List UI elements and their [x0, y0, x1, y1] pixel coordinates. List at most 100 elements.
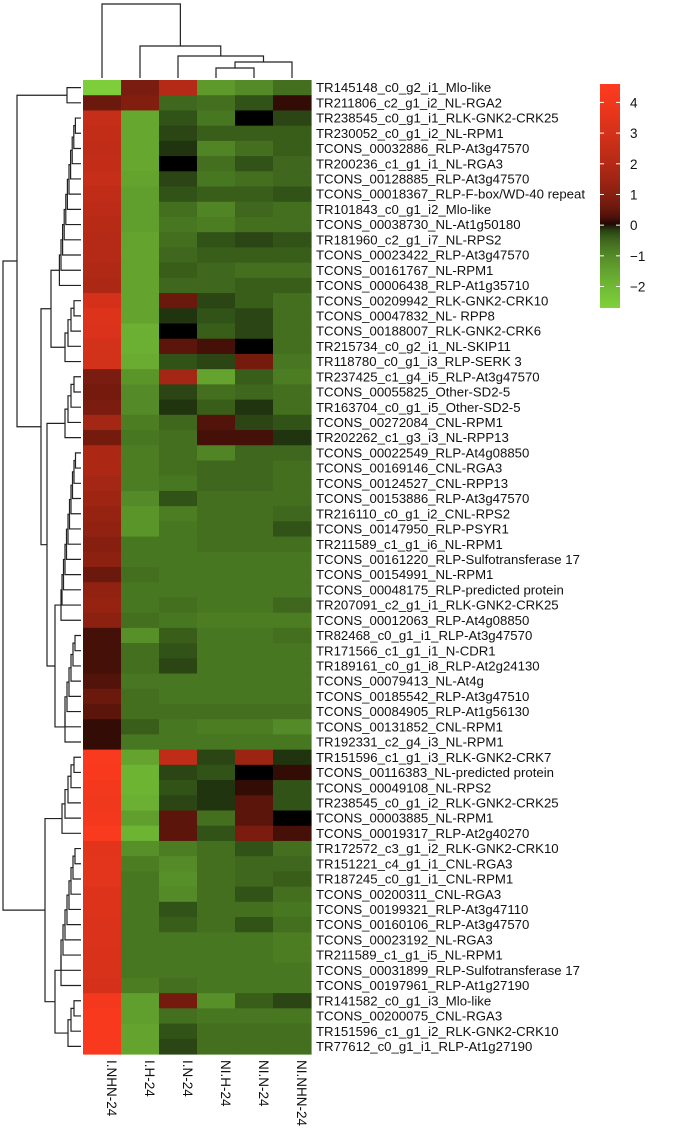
heatmap-cell: [197, 399, 236, 416]
heatmap-cell: [273, 658, 312, 675]
heatmap-cell: [121, 95, 160, 112]
heatmap-cell: [83, 140, 122, 157]
row-label: TCONS_00006438_RLP-At1g35710: [316, 278, 529, 293]
heatmap-cell: [159, 125, 198, 142]
heatmap-cell: [121, 308, 160, 325]
heatmap-cell: [83, 597, 122, 614]
heatmap-cell: [83, 506, 122, 522]
heatmap-cell: [159, 430, 198, 446]
heatmap-cell: [121, 80, 160, 96]
heatmap-cell: [83, 612, 122, 629]
heatmap-cell: [235, 840, 274, 857]
row-label: TCONS_00049108_NL-RPS2: [316, 780, 491, 795]
heatmap-cell: [159, 658, 198, 675]
heatmap-cell: [159, 384, 198, 401]
heatmap-cell: [159, 643, 198, 659]
heatmap-cell: [121, 1008, 160, 1025]
heatmap-cell: [197, 917, 236, 933]
heatmap-cell: [121, 840, 160, 857]
row-dendrogram-branch: [64, 696, 81, 728]
heatmap-cell: [273, 460, 312, 477]
heatmap-cell: [159, 156, 198, 172]
heatmap-cell: [159, 80, 198, 96]
heatmap-cell: [83, 917, 122, 933]
heatmap-cell: [273, 1038, 312, 1055]
heatmap-cell: [197, 308, 236, 325]
row-dendrogram-branch: [61, 803, 81, 834]
heatmap-cell: [159, 703, 198, 720]
heatmap-cell: [235, 977, 274, 994]
row-label: TCONS_00084905_RLP-At1g56130: [316, 704, 529, 719]
heatmap-cell: [273, 947, 312, 964]
row-label: TR207091_c2_g1_i1_RLK-GNK2-CRK25: [316, 598, 559, 613]
heatmap-cell: [235, 414, 274, 431]
heatmap-cell: [83, 764, 122, 781]
heatmap-cell: [235, 323, 274, 340]
heatmap-cell: [83, 582, 122, 599]
heatmap-cell: [235, 567, 274, 583]
row-label: TCONS_00128885_RLP-At3g47570: [316, 172, 529, 187]
heatmap-cell: [235, 856, 274, 872]
heatmap-cell: [83, 719, 122, 736]
row-label: TR151596_c1_g1_i3_RLK-GNK2-CRK7: [316, 750, 551, 765]
heatmap-cell: [235, 597, 274, 614]
row-label: TR215734_c0_g2_i1_NL-SKIP11: [316, 339, 511, 354]
heatmap-cell: [235, 536, 274, 553]
row-label: TR151596_c1_g1_i2_RLK-GNK2-CRK10: [316, 1024, 559, 1039]
row-label: TR211589_c1_g1_i6_NL-RPM1: [316, 537, 503, 552]
row-label: TR187245_c0_g1_i1_CNL-RPM1: [316, 872, 513, 887]
heatmap-cell: [197, 293, 236, 309]
row-dendrogram-branch: [74, 634, 81, 652]
heatmap-cell: [159, 886, 198, 903]
heatmap-cell: [121, 947, 160, 964]
row-label: TCONS_00185542_RLP-At3g47510: [316, 689, 529, 704]
heatmap-cell: [159, 810, 198, 827]
row-dendrogram-branch: [67, 775, 81, 804]
heatmap-cell: [273, 582, 312, 599]
heatmap-cell: [197, 825, 236, 842]
heatmap-cell: [159, 95, 198, 112]
row-dendrogram-branch: [74, 117, 81, 134]
heatmap-cell: [83, 856, 122, 872]
heatmap-cell: [121, 521, 160, 538]
heatmap-cell: [83, 430, 122, 446]
heatmap-cell: [159, 171, 198, 188]
column-label: I.H-24: [142, 1060, 157, 1097]
heatmap-cell: [121, 567, 160, 583]
heatmap-cell: [273, 338, 312, 355]
row-dendrogram-branch: [16, 94, 67, 428]
heatmap-cell: [235, 460, 274, 477]
heatmap-cell: [197, 201, 236, 218]
heatmap-cell: [121, 749, 160, 766]
heatmap-cell: [197, 886, 236, 903]
heatmap-cell: [83, 323, 122, 340]
heatmap-cell: [159, 551, 198, 568]
row-label: TR172572_c3_g1_i2_RLK-GNK2-CRK10: [316, 841, 559, 856]
heatmap-cell: [273, 110, 312, 127]
heatmap-cell: [159, 1008, 198, 1025]
heatmap-cell: [121, 643, 160, 659]
heatmap-cell: [273, 262, 312, 279]
heatmap-cell: [197, 901, 236, 918]
heatmap-cell: [159, 323, 198, 340]
row-label: TCONS_00023422_RLP-At3g47570: [316, 248, 529, 263]
heatmap-cell: [273, 308, 312, 325]
heatmap-cell: [273, 186, 312, 203]
heatmap-cell: [83, 734, 122, 751]
row-dendrogram-branch: [54, 604, 65, 728]
heatmap-cell: [159, 338, 198, 355]
heatmap-cell: [121, 216, 160, 233]
heatmap-cell: [273, 277, 312, 294]
heatmap-cell: [273, 597, 312, 614]
heatmap-cell: [121, 688, 160, 705]
heatmap-cell: [83, 201, 122, 218]
heatmap-cell: [235, 353, 274, 370]
row-label: TR192331_c2_g4_i3_NL-RPM1: [316, 735, 504, 750]
heatmap-cell: [197, 384, 236, 401]
heatmap-cell: [159, 414, 198, 431]
heatmap-cell: [159, 993, 198, 1009]
heatmap-cell: [121, 551, 160, 568]
row-label: TCONS_00047832_NL- RPP8: [316, 308, 495, 323]
heatmap-cell: [159, 232, 198, 249]
row-dendrogram-branch: [66, 894, 81, 926]
